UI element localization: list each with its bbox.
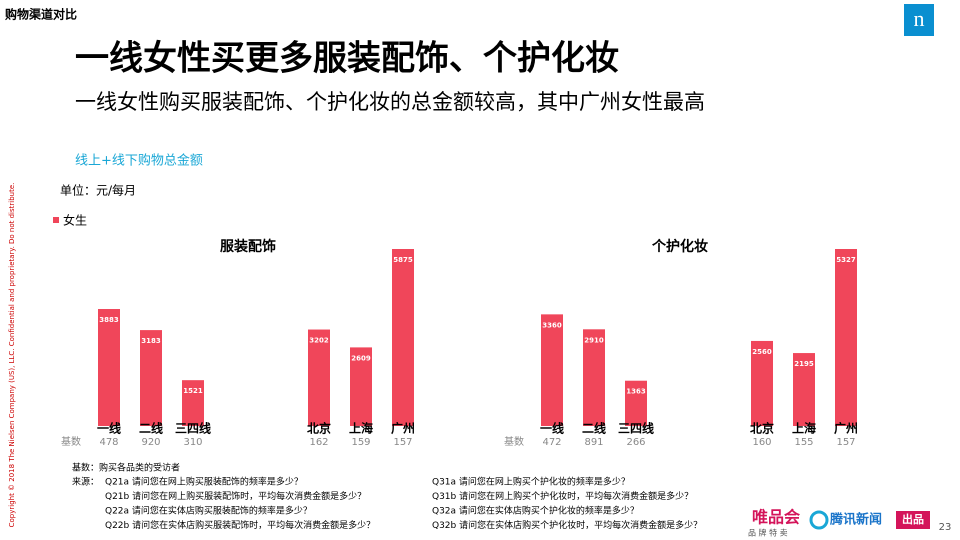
bar <box>98 309 120 426</box>
brand2-tag: 出品 <box>902 512 924 526</box>
note-line: Q21a 请问您在网上购买服装配饰的频率是多少？ <box>105 476 303 488</box>
chart-title: 个护化妆 <box>651 238 708 255</box>
base-count: 310 <box>183 437 202 448</box>
subtitle: 一线女性购买服装配饰、个护化妆的总金额较高，其中广州女性最高 <box>75 90 705 114</box>
note-line: Q32b 请问您在实体店购买个护化妆时，平均每次消费金额是多少？ <box>432 519 702 531</box>
value-label: 3883 <box>99 316 119 324</box>
bar <box>625 380 647 426</box>
metric: 线上+线下购物总金额 <box>75 153 203 169</box>
base-label: 基数 <box>61 435 81 448</box>
category-label: 二线 <box>582 421 606 436</box>
base-count: 891 <box>584 437 603 448</box>
base-count: 159 <box>351 437 370 448</box>
bar <box>140 330 162 426</box>
base-count: 160 <box>752 437 771 448</box>
brand1-sub: 品 牌 特 卖 <box>748 528 788 538</box>
value-label: 2910 <box>584 336 604 344</box>
value-label: 3202 <box>309 337 329 345</box>
note-line: Q21b 请问您在网上购买服装配饰时，平均每次消费金额是多少？ <box>105 490 366 502</box>
base-count: 478 <box>99 437 118 448</box>
page-number: 23 <box>939 522 952 533</box>
value-label: 3183 <box>141 337 161 345</box>
brand2-icon <box>809 510 829 530</box>
value-label: 2560 <box>752 348 772 356</box>
category-label: 广州 <box>391 421 415 436</box>
category-label: 二线 <box>139 421 163 436</box>
legend-label: 女生 <box>63 213 87 228</box>
value-label: 1363 <box>626 388 646 396</box>
note-line: Q32a 请问您在实体店购买个护化妆的频率是多少？ <box>432 505 639 517</box>
legend-swatch <box>53 217 59 223</box>
base-label: 基数 <box>504 435 524 448</box>
section: 购物渠道对比 <box>5 7 77 22</box>
category-label: 三四线 <box>618 421 654 436</box>
bar <box>835 249 857 426</box>
bar <box>583 329 605 426</box>
bar <box>392 249 414 426</box>
bar <box>308 329 330 426</box>
unit: 单位：元/每月 <box>60 183 136 198</box>
value-label: 5875 <box>393 256 413 264</box>
category-label: 三四线 <box>175 421 211 436</box>
base-count: 155 <box>794 437 813 448</box>
note-line: Q22b 请问您在实体店购买服装配饰时，平均每次消费金额是多少？ <box>105 519 375 531</box>
note-line: Q31b 请问您在网上购买个护化妆时，平均每次消费金额是多少？ <box>432 490 693 502</box>
brand2: 腾讯新闻 <box>829 512 882 528</box>
category-label: 上海 <box>349 421 373 436</box>
note-source: 来源： <box>72 477 99 488</box>
logo: n <box>914 6 925 31</box>
base-count: 920 <box>141 437 160 448</box>
value-label: 3360 <box>542 321 562 329</box>
bar <box>182 380 204 426</box>
base-count: 472 <box>542 437 561 448</box>
bar <box>350 347 372 426</box>
value-label: 2609 <box>351 354 371 362</box>
value-label: 1521 <box>183 387 203 395</box>
note-line: Q31a 请问您在网上购买个护化妆的频率是多少？ <box>432 476 630 488</box>
bar <box>751 340 773 426</box>
value-label: 5327 <box>836 256 856 264</box>
base-count: 162 <box>309 437 328 448</box>
copyright: Copyright © 2018 The Nielsen Company (US… <box>8 183 16 528</box>
chart-title: 服装配饰 <box>220 238 276 255</box>
category-label: 上海 <box>792 421 816 436</box>
brand2-tag-bg <box>896 511 930 529</box>
category-label: 北京 <box>307 421 331 436</box>
bar <box>793 353 815 426</box>
logo-box <box>904 4 934 36</box>
category-label: 广州 <box>834 421 858 436</box>
base-count: 266 <box>626 437 645 448</box>
title: 一线女性买更多服装配饰、个护化妆 <box>75 39 619 79</box>
base-count: 157 <box>836 437 855 448</box>
bar <box>541 314 563 426</box>
note-base: 基数：购买各品类的受访者 <box>72 462 180 474</box>
note-line: Q22a 请问您在实体店购买服装配饰的频率是多少？ <box>105 505 312 517</box>
category-label: 一线 <box>540 421 564 436</box>
brand1: 唯品会 <box>752 508 800 527</box>
value-label: 2195 <box>794 360 814 368</box>
category-label: 北京 <box>750 421 774 436</box>
category-label: 一线 <box>97 421 121 436</box>
base-count: 157 <box>393 437 412 448</box>
